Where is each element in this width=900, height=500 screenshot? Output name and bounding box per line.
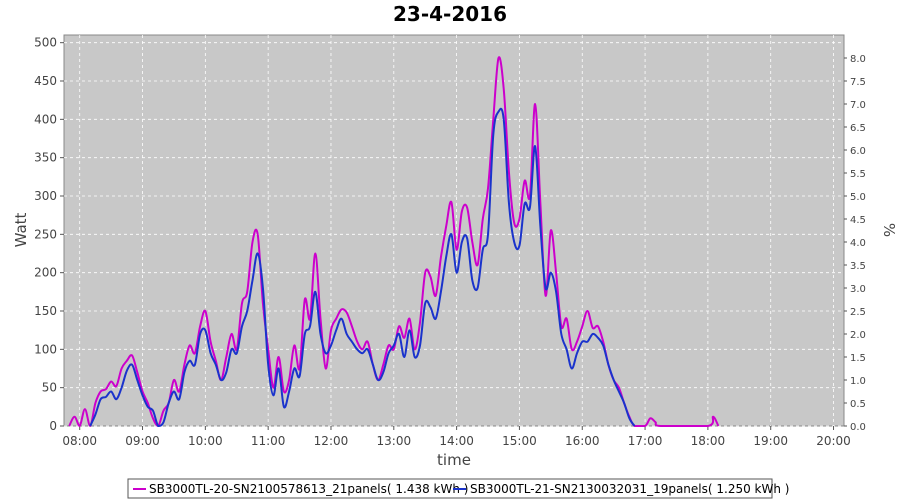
y2-tick-label: 5.5 (850, 169, 866, 180)
y-tick-label: 150 (34, 304, 57, 318)
y2-tick-label: 4.0 (850, 238, 866, 249)
x-tick-label: 12:00 (314, 434, 349, 448)
x-axis-label: time (437, 451, 471, 469)
x-tick-label: 13:00 (377, 434, 412, 448)
y2-tick-label: 5.0 (850, 192, 866, 203)
x-tick-label: 10:00 (188, 434, 223, 448)
y-tick-label: 0 (49, 419, 57, 433)
legend-label-series-1: SB3000TL-20-SN2100578613_21panels( 1.438… (149, 482, 468, 496)
x-tick-label: 09:00 (125, 434, 160, 448)
y2-tick-label: 3.0 (850, 284, 866, 295)
legend: SB3000TL-20-SN2100578613_21panels( 1.438… (127, 478, 789, 499)
y2-axis-label: % (880, 223, 898, 237)
x-tick-label: 18:00 (691, 434, 726, 448)
x-axis-ticks: 08:00 09:00 10:00 11:00 12:00 13:00 14:00 15:00… (62, 426, 851, 448)
legend-label-series-2: SB3000TL-21-SN2130032031_19panels( 1.250… (470, 482, 789, 496)
y2-tick-label: 8.0 (850, 54, 866, 65)
y2-tick-label: 2.0 (850, 330, 866, 341)
y-axis-ticks: 0 50 100 150 200 250 300 350 400 450 500 (34, 36, 64, 433)
y2-tick-label: 0.0 (850, 422, 866, 433)
y2-tick-label: 1.0 (850, 376, 866, 387)
x-tick-label: 20:00 (816, 434, 851, 448)
y2-tick-label: 4.5 (850, 215, 866, 226)
x-tick-label: 17:00 (628, 434, 663, 448)
y2-tick-label: 6.5 (850, 123, 866, 134)
x-tick-label: 15:00 (502, 434, 537, 448)
y2-tick-label: 7.0 (850, 100, 866, 111)
chart-title: 23-4-2016 (393, 2, 507, 26)
y2-tick-label: 0.5 (850, 399, 866, 410)
x-tick-label: 19:00 (753, 434, 788, 448)
y2-tick-label: 1.5 (850, 353, 866, 364)
y-tick-label: 400 (34, 112, 57, 126)
series-line-2 (89, 107, 636, 427)
y-tick-label: 250 (34, 227, 57, 241)
y2-tick-label: 7.5 (850, 77, 866, 88)
x-tick-label: 14:00 (439, 434, 474, 448)
y2-tick-label: 2.5 (850, 307, 866, 318)
x-tick-label: 08:00 (62, 434, 97, 448)
x-tick-label: 16:00 (565, 434, 600, 448)
y2-axis-ticks: 0.0 0.5 1.0 1.5 2.0 2.5 3.0 3.5 4.0 4.5 5.0 5.5 6.0 6… (844, 54, 866, 433)
y-tick-label: 300 (34, 189, 57, 203)
y2-tick-label: 3.5 (850, 261, 866, 272)
y-tick-label: 350 (34, 151, 57, 165)
x-tick-label: 11:00 (251, 434, 286, 448)
series-lines (68, 56, 720, 427)
y-tick-label: 200 (34, 266, 57, 280)
legend-box (127, 478, 773, 499)
y-tick-label: 450 (34, 74, 57, 88)
y-tick-label: 500 (34, 36, 57, 50)
y2-tick-label: 6.0 (850, 146, 866, 157)
y-tick-label: 100 (34, 342, 57, 356)
y-tick-label: 50 (42, 381, 57, 395)
y-axis-label: Watt (12, 212, 30, 247)
